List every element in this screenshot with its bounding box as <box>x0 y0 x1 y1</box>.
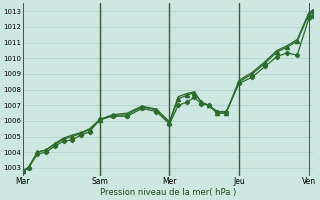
X-axis label: Pression niveau de la mer( hPa ): Pression niveau de la mer( hPa ) <box>100 188 236 197</box>
